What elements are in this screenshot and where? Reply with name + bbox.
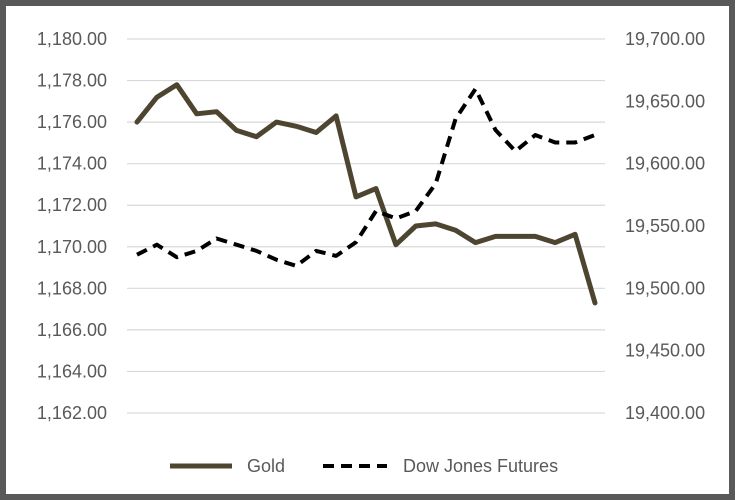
dow-jones-futures-line (136, 86, 596, 268)
right-axis-tick-label: 19,650.00 (625, 91, 705, 111)
left-axis-tick-label: 1,168.00 (37, 278, 107, 298)
left-axis-tick-label: 1,162.00 (37, 403, 107, 423)
left-axis-tick-label: 1,166.00 (37, 320, 107, 340)
left-axis-tick-label: 1,170.00 (37, 237, 107, 257)
series-lines (134, 82, 598, 306)
left-axis-tick-label: 1,178.00 (37, 71, 107, 91)
left-axis-tick-labels: 1,162.00 1,164.00 1,166.00 1,168.00 1,170.00… (37, 29, 107, 423)
left-axis-tick-label: 1,174.00 (37, 154, 107, 174)
right-axis-tick-label: 19,700.00 (625, 29, 705, 49)
right-axis-tick-label: 19,450.00 (625, 341, 705, 361)
right-axis-tick-label: 19,500.00 (625, 278, 705, 298)
right-axis-tick-label: 19,550.00 (625, 216, 705, 236)
left-axis-tick-label: 1,172.00 (37, 195, 107, 215)
left-axis-tick-label: 1,180.00 (37, 29, 107, 49)
left-axis-tick-label: 1,164.00 (37, 361, 107, 381)
legend-label: Dow Jones Futures (403, 456, 558, 476)
right-axis-tick-labels: 19,400.00 19,450.00 19,500.00 19,550.00 19,6… (625, 29, 705, 423)
left-axis-tick-label: 1,176.00 (37, 112, 107, 132)
gold-line (134, 82, 598, 306)
right-axis-tick-label: 19,600.00 (625, 154, 705, 174)
legend-label: Gold (247, 456, 285, 476)
legend: Gold Dow Jones Futures (170, 456, 558, 476)
right-axis-tick-label: 19,400.00 (625, 403, 705, 423)
gridlines (127, 38, 605, 414)
